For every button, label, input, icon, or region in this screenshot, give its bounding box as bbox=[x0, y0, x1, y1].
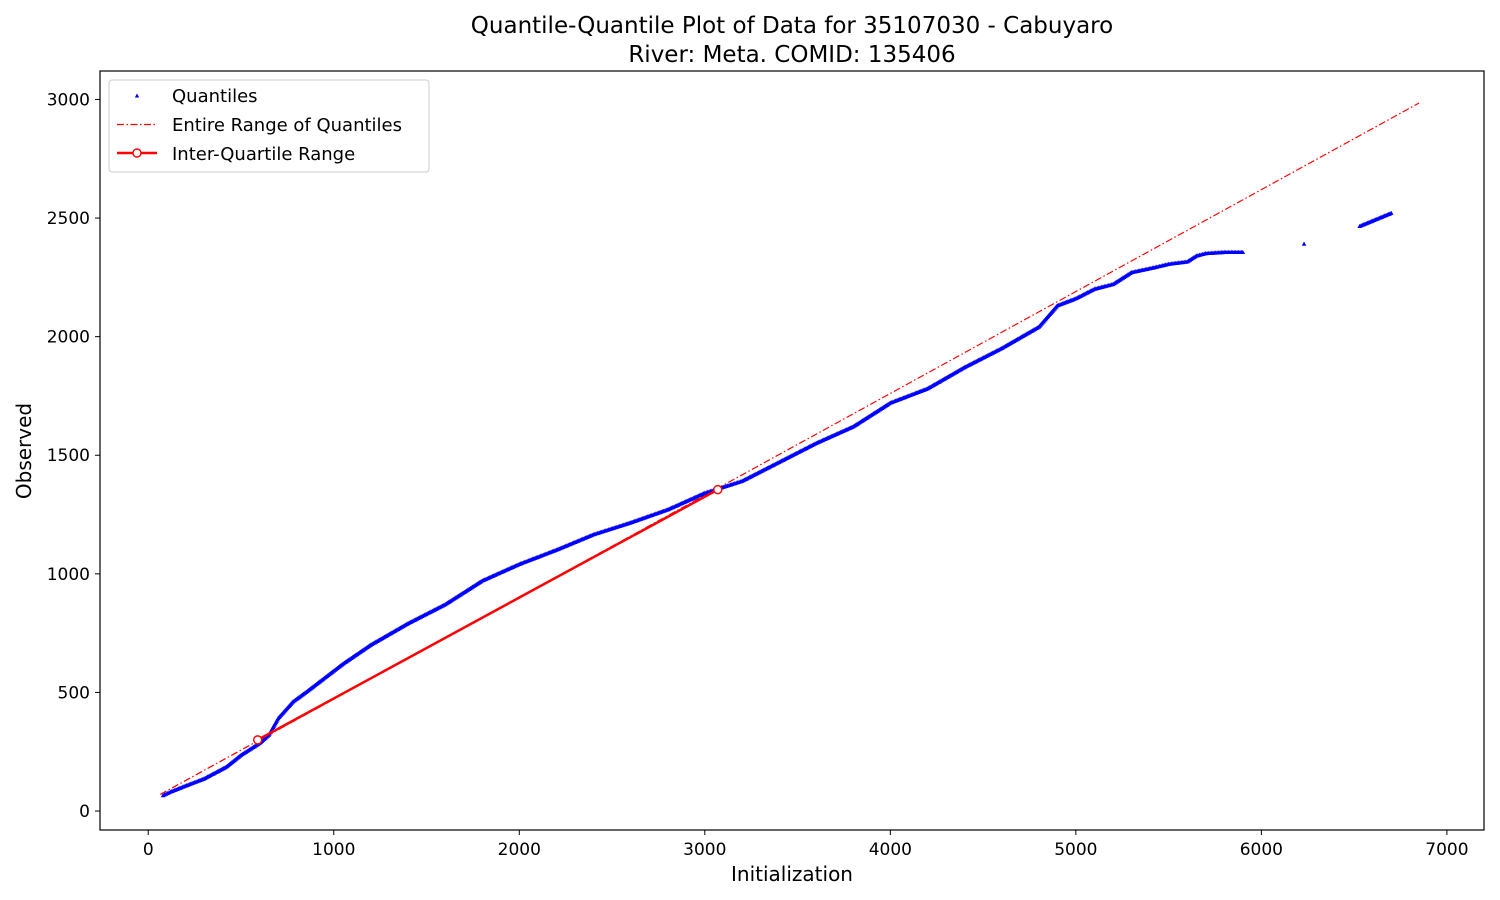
legend-quantiles-marker bbox=[134, 93, 140, 98]
x-tick-label: 4000 bbox=[869, 840, 912, 860]
y-tick-label: 3000 bbox=[47, 90, 90, 110]
x-tick-label: 2000 bbox=[498, 840, 541, 860]
quantile-point bbox=[1054, 304, 1059, 309]
iqr-line bbox=[257, 488, 719, 741]
y-axis-label: Observed bbox=[12, 403, 36, 499]
quantile-point bbox=[404, 621, 410, 626]
x-tick-label: 7000 bbox=[1425, 840, 1468, 860]
y-tick-label: 2500 bbox=[47, 209, 90, 229]
quantile-point bbox=[960, 365, 966, 370]
x-axis-label: Initialization bbox=[731, 862, 853, 886]
quantile-point bbox=[200, 776, 205, 782]
y-tick-label: 1000 bbox=[47, 565, 90, 585]
legend: Quantiles Entire Range of Quantiles Inte… bbox=[108, 79, 430, 173]
chart-subtitle: River: Meta. COMID: 135406 bbox=[628, 42, 955, 68]
chart-title: Quantile-Quantile Plot of Data for 35107… bbox=[471, 13, 1113, 39]
x-tick-label: 0 bbox=[143, 840, 154, 860]
quantile-point bbox=[1035, 325, 1040, 330]
quantile-point bbox=[237, 753, 243, 758]
quantile-point bbox=[1127, 270, 1133, 275]
legend-box bbox=[108, 79, 430, 173]
quantile-point bbox=[1301, 241, 1307, 246]
iqr-marker bbox=[713, 484, 723, 495]
quantile-point bbox=[367, 643, 373, 648]
plot-area bbox=[160, 102, 1420, 798]
quantile-point bbox=[886, 401, 892, 406]
legend-quantiles-label: Quantiles bbox=[172, 86, 258, 107]
legend-iqr-marker bbox=[132, 148, 142, 158]
quantile-point bbox=[923, 386, 929, 391]
quantile-point bbox=[478, 579, 484, 584]
quantile-point bbox=[998, 346, 1003, 351]
quantile-point bbox=[1387, 211, 1393, 216]
y-tick-label: 0 bbox=[79, 802, 90, 822]
quantile-point bbox=[302, 690, 308, 695]
quantile-point bbox=[1072, 296, 1077, 301]
x-axis: 0 1000 2000 3000 4000 5000 6000 7000 bbox=[143, 830, 1469, 860]
x-tick-label: 6000 bbox=[1240, 840, 1283, 860]
quantile-point bbox=[1192, 254, 1198, 259]
y-tick-label: 2000 bbox=[47, 328, 90, 348]
y-tick-label: 1500 bbox=[47, 446, 90, 466]
x-tick-label: 5000 bbox=[1054, 840, 1097, 860]
quantiles-series bbox=[160, 210, 1394, 798]
quantile-point bbox=[321, 676, 326, 681]
quantile-point bbox=[515, 562, 521, 567]
quantile-point bbox=[812, 441, 818, 446]
quantile-point bbox=[775, 460, 781, 465]
quantile-point bbox=[339, 662, 345, 667]
x-tick-label: 1000 bbox=[312, 840, 355, 860]
quantile-point bbox=[441, 602, 447, 607]
x-tick-label: 3000 bbox=[683, 840, 726, 860]
quantile-point bbox=[222, 765, 228, 770]
y-axis: 0 500 1000 1500 2000 2500 3000 bbox=[47, 90, 100, 822]
quantile-point bbox=[1109, 282, 1114, 287]
axes-frame bbox=[99, 70, 1485, 831]
iqr-marker bbox=[252, 735, 263, 745]
legend-entire-range-label: Entire Range of Quantiles bbox=[172, 115, 402, 136]
quantile-point bbox=[1239, 249, 1244, 255]
quantile-point bbox=[275, 717, 280, 722]
quantile-point bbox=[849, 424, 855, 429]
y-tick-label: 500 bbox=[58, 683, 90, 703]
quantile-point bbox=[166, 790, 172, 795]
legend-iqr-label: Inter-Quartile Range bbox=[172, 144, 355, 165]
quantile-point bbox=[738, 479, 743, 484]
quantile-point bbox=[552, 548, 558, 553]
